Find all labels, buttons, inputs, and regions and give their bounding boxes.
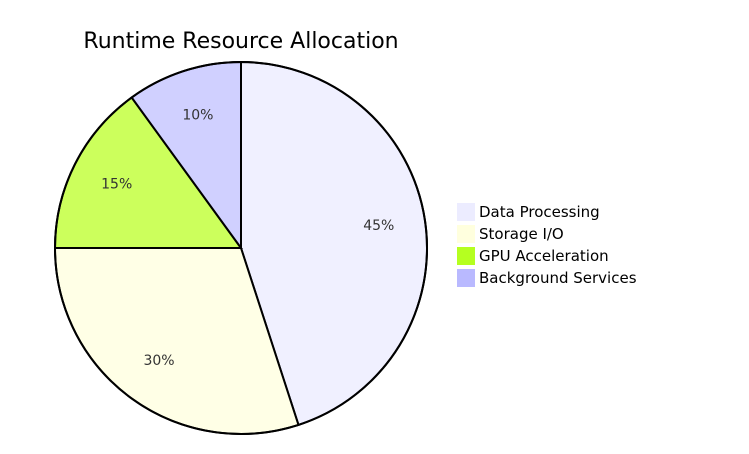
slice-label-data-processing: 45% [363,218,394,234]
legend-item-data-processing: Data Processing [457,203,600,221]
legend-swatch-gpu-acceleration [457,247,475,265]
chart-title: Runtime Resource Allocation [83,29,398,54]
legend-item-background-services: Background Services [457,269,637,287]
legend-item-gpu-acceleration: GPU Acceleration [457,247,609,265]
legend: Data Processing Storage I/O GPU Accelerati… [457,203,637,287]
legend-label-gpu-acceleration: GPU Acceleration [479,247,609,265]
legend-label-data-processing: Data Processing [479,203,600,221]
pie-slices [53,60,428,435]
legend-swatch-data-processing [457,203,475,221]
legend-item-storage-i-o: Storage I/O [457,225,564,243]
legend-swatch-storage-i-o [457,225,475,243]
legend-label-background-services: Background Services [479,269,637,287]
pie-outline [54,61,428,435]
slice-label-storage-i-o: 30% [143,353,174,369]
pie-slice-labels: 45% 30% 15% 10% [101,107,394,369]
legend-label-storage-i-o: Storage I/O [479,225,564,243]
slice-label-gpu-acceleration: 15% [101,177,132,193]
legend-swatch-background-services [457,269,475,287]
slice-label-background-services: 10% [182,107,213,123]
